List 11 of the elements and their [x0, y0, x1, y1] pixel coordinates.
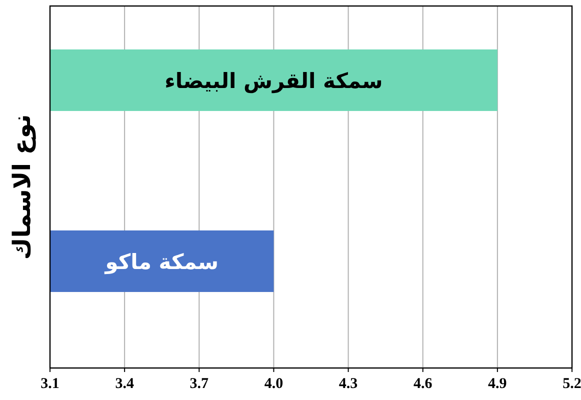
- x-tick-label: 3.1: [40, 376, 60, 392]
- x-tick-label: 4.3: [338, 376, 358, 392]
- y-tick-label: سمكة القرش البيضاء: [164, 69, 383, 94]
- x-tick-label: 4.6: [413, 376, 433, 392]
- x-tick-label: 4.0: [264, 376, 284, 392]
- x-tick-label: 4.9: [488, 376, 507, 392]
- y-tick-label: سمكة ماكو: [104, 250, 218, 276]
- y-axis-title: نوع الاسماك: [8, 114, 36, 260]
- x-tick-label: 3.7: [190, 376, 210, 392]
- x-tick-label: 3.4: [115, 376, 134, 392]
- x-tick-label: 5.2: [562, 376, 581, 392]
